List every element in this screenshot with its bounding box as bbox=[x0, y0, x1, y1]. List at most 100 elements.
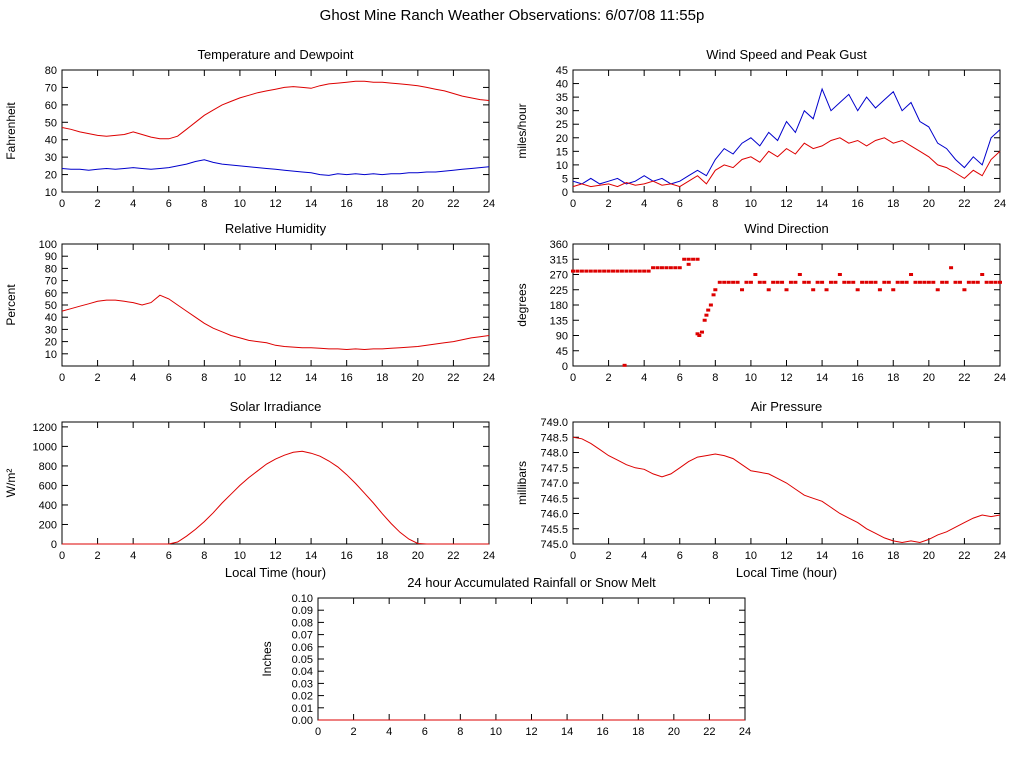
svg-text:16: 16 bbox=[852, 550, 864, 562]
svg-text:6: 6 bbox=[166, 550, 172, 562]
svg-text:30: 30 bbox=[45, 324, 57, 336]
svg-text:746.0: 746.0 bbox=[540, 509, 568, 521]
svg-text:24: 24 bbox=[483, 372, 495, 384]
svg-text:25: 25 bbox=[556, 119, 568, 131]
svg-text:6: 6 bbox=[677, 550, 683, 562]
svg-text:10: 10 bbox=[45, 349, 57, 361]
svg-text:20: 20 bbox=[923, 550, 935, 562]
svg-text:0: 0 bbox=[562, 187, 568, 199]
svg-text:Local Time (hour): Local Time (hour) bbox=[736, 565, 837, 580]
svg-text:20: 20 bbox=[668, 726, 680, 738]
svg-text:4: 4 bbox=[641, 198, 647, 210]
svg-text:0: 0 bbox=[59, 372, 65, 384]
svg-text:18: 18 bbox=[887, 550, 899, 562]
svg-text:18: 18 bbox=[887, 372, 899, 384]
svg-text:16: 16 bbox=[341, 550, 353, 562]
svg-text:70: 70 bbox=[45, 276, 57, 288]
svg-text:16: 16 bbox=[341, 198, 353, 210]
svg-text:12: 12 bbox=[780, 550, 792, 562]
svg-text:60: 60 bbox=[45, 288, 57, 300]
svg-text:0.09: 0.09 bbox=[292, 605, 313, 617]
svg-text:20: 20 bbox=[923, 372, 935, 384]
svg-text:12: 12 bbox=[780, 198, 792, 210]
svg-text:100: 100 bbox=[39, 239, 57, 251]
svg-text:60: 60 bbox=[45, 100, 57, 112]
svg-text:8: 8 bbox=[457, 726, 463, 738]
svg-text:Wind Direction: Wind Direction bbox=[744, 221, 829, 236]
svg-text:747.0: 747.0 bbox=[540, 478, 568, 490]
svg-text:0: 0 bbox=[570, 372, 576, 384]
svg-text:4: 4 bbox=[386, 726, 392, 738]
svg-text:22: 22 bbox=[447, 198, 459, 210]
svg-text:18: 18 bbox=[376, 198, 388, 210]
svg-text:24: 24 bbox=[739, 726, 751, 738]
svg-text:2: 2 bbox=[606, 550, 612, 562]
svg-text:12: 12 bbox=[269, 550, 281, 562]
svg-text:16: 16 bbox=[852, 372, 864, 384]
chart-wind-direction: Wind Direction degrees 0 45 90 135 180 225 270 31… bbox=[511, 212, 1023, 388]
wind-direction-canvas: Wind Directiondegrees0459013518022527031… bbox=[515, 221, 1006, 384]
wind-speed-gust-canvas: Wind Speed and Peak Gustmiles/hour051015… bbox=[515, 47, 1006, 210]
svg-text:24: 24 bbox=[483, 550, 495, 562]
air-pressure-canvas: Air Pressure millibars 745.0 745.5 746.0 746.… bbox=[515, 399, 1006, 580]
svg-text:10: 10 bbox=[745, 550, 757, 562]
svg-text:20: 20 bbox=[923, 198, 935, 210]
svg-text:6: 6 bbox=[677, 372, 683, 384]
svg-text:225: 225 bbox=[550, 285, 568, 297]
svg-text:0: 0 bbox=[570, 198, 576, 210]
svg-text:8: 8 bbox=[712, 198, 718, 210]
svg-text:200: 200 bbox=[39, 519, 57, 531]
svg-text:millibars: millibars bbox=[515, 461, 529, 505]
svg-text:2: 2 bbox=[606, 198, 612, 210]
svg-text:0: 0 bbox=[562, 361, 568, 373]
svg-text:30: 30 bbox=[45, 152, 57, 164]
rainfall-canvas: 24 hour Accumulated Rainfall or Snow Mel… bbox=[260, 575, 751, 738]
svg-text:16: 16 bbox=[852, 198, 864, 210]
svg-text:12: 12 bbox=[525, 726, 537, 738]
svg-text:15: 15 bbox=[556, 146, 568, 158]
svg-text:10: 10 bbox=[45, 187, 57, 199]
svg-text:45: 45 bbox=[556, 346, 568, 358]
svg-text:400: 400 bbox=[39, 500, 57, 512]
temperature-dewpoint-canvas: Temperature and DewpointFahrenheit102030… bbox=[4, 47, 495, 210]
svg-text:12: 12 bbox=[269, 372, 281, 384]
chart-air-pressure: Air Pressure millibars 745.0 745.5 746.0 746.… bbox=[511, 390, 1023, 590]
svg-text:2: 2 bbox=[95, 372, 101, 384]
svg-text:14: 14 bbox=[816, 198, 828, 210]
svg-text:18: 18 bbox=[376, 372, 388, 384]
svg-text:4: 4 bbox=[130, 198, 136, 210]
svg-text:22: 22 bbox=[447, 550, 459, 562]
svg-text:10: 10 bbox=[234, 550, 246, 562]
svg-text:8: 8 bbox=[712, 372, 718, 384]
svg-text:Temperature and Dewpoint: Temperature and Dewpoint bbox=[197, 47, 353, 62]
svg-text:800: 800 bbox=[39, 461, 57, 473]
svg-text:745.5: 745.5 bbox=[540, 524, 568, 536]
svg-text:746.5: 746.5 bbox=[540, 493, 568, 505]
svg-text:Solar Irradiance: Solar Irradiance bbox=[230, 399, 322, 414]
svg-text:2: 2 bbox=[351, 726, 357, 738]
svg-text:0.01: 0.01 bbox=[292, 703, 313, 715]
svg-text:24: 24 bbox=[994, 198, 1006, 210]
svg-text:0.07: 0.07 bbox=[292, 630, 313, 642]
svg-text:0: 0 bbox=[315, 726, 321, 738]
svg-text:6: 6 bbox=[422, 726, 428, 738]
svg-text:0.08: 0.08 bbox=[292, 617, 313, 629]
svg-text:2: 2 bbox=[606, 372, 612, 384]
svg-text:14: 14 bbox=[305, 550, 317, 562]
svg-text:16: 16 bbox=[341, 372, 353, 384]
chart-wind-speed-gust: Wind Speed and Peak Gust miles/hour 0 5 10 15… bbox=[511, 38, 1023, 214]
svg-text:360: 360 bbox=[550, 239, 568, 251]
svg-text:22: 22 bbox=[447, 372, 459, 384]
svg-text:20: 20 bbox=[412, 198, 424, 210]
svg-text:10: 10 bbox=[745, 372, 757, 384]
svg-text:20: 20 bbox=[45, 337, 57, 349]
svg-text:14: 14 bbox=[561, 726, 573, 738]
svg-text:35: 35 bbox=[556, 92, 568, 104]
svg-text:0.00: 0.00 bbox=[292, 715, 313, 727]
svg-text:22: 22 bbox=[703, 726, 715, 738]
svg-text:1200: 1200 bbox=[33, 422, 57, 434]
svg-text:8: 8 bbox=[201, 372, 207, 384]
svg-text:20: 20 bbox=[556, 133, 568, 145]
svg-text:2: 2 bbox=[95, 198, 101, 210]
svg-text:80: 80 bbox=[45, 263, 57, 275]
